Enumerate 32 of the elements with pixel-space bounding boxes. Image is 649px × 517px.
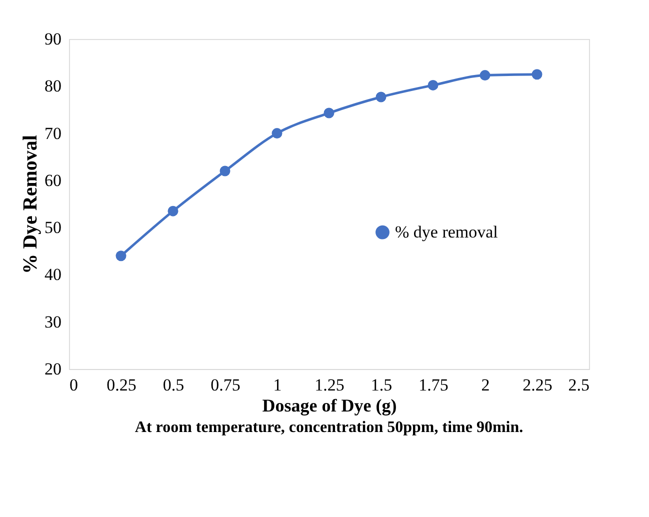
point	[272, 128, 282, 139]
point	[428, 80, 438, 90]
x-tick-label: 1.5	[370, 376, 392, 394]
point	[480, 70, 490, 81]
text: At room temperature, concentration 50ppm, time 90min.	[134, 419, 524, 436]
y-tick-label: 60	[44, 170, 62, 190]
x-tick-label: 0	[70, 376, 78, 394]
x-tick-label: 2	[481, 376, 490, 394]
legend-label: % dye removal	[395, 222, 498, 242]
point	[376, 92, 386, 102]
x-tick-label: 1.75	[418, 376, 448, 394]
x-tick-label: 0.25	[106, 376, 136, 394]
x-tick-label: 1.25	[314, 376, 344, 394]
y-tick-label: 20	[44, 360, 62, 378]
point	[220, 166, 230, 176]
x-tick-label: 0.5	[162, 376, 184, 394]
point	[168, 206, 178, 216]
y-tick-label: 50	[44, 218, 62, 238]
y-tick-label: 80	[44, 76, 62, 96]
y-tick-label: 30	[44, 312, 62, 332]
x-axis-title: Dosage of Dye (g)	[262, 396, 397, 416]
point	[324, 108, 334, 118]
point	[532, 69, 542, 80]
x-tick-label: 1	[273, 376, 282, 394]
x-tick-label: 2.5	[568, 376, 590, 394]
y-tick-label: 70	[44, 124, 62, 143]
y-axis-title: % Dye Removal	[20, 134, 42, 274]
y-tick-label: 90	[44, 30, 62, 48]
y-tick-label: 40	[44, 265, 62, 284]
point	[116, 250, 126, 262]
x-tick-label: 0.75	[210, 376, 240, 394]
x-tick-label: 2.25	[522, 376, 552, 394]
